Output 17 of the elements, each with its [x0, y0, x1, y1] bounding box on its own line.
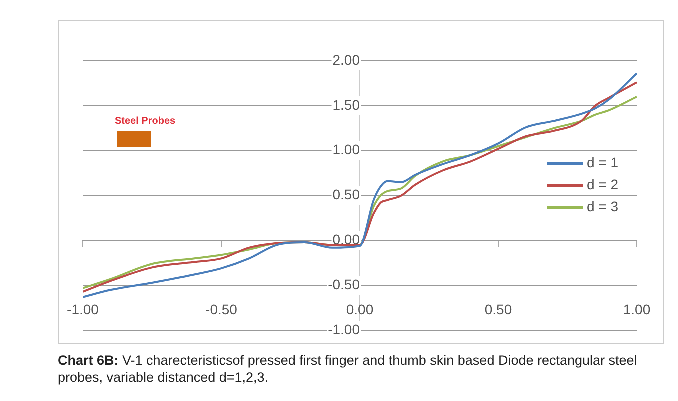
y-tick-label: 1.50	[332, 96, 360, 113]
caption: Chart 6B: V-1 charecteristicsof pressed first finger and thumb skin based Diode rectangular steel probes, variable distanced d=1,2,3.	[58, 352, 638, 386]
y-tick-label: 0.50	[332, 186, 360, 203]
x-tick-label: 1.00	[623, 302, 651, 318]
legend-label: d = 1	[587, 154, 619, 171]
x-tick-label: -1.00	[67, 302, 100, 318]
legend-label: d = 2	[587, 176, 619, 193]
legend-label: d = 3	[587, 198, 619, 215]
y-tick-label: 2.00	[332, 52, 360, 68]
x-tick-label: -0.50	[206, 302, 238, 318]
x-tick-label: 0.00	[346, 302, 374, 318]
y-tick-label: -1.00	[328, 321, 360, 338]
y-tick-label: -0.50	[328, 276, 360, 293]
y-tick-label: 1.00	[332, 142, 360, 158]
x-tick-label: 0.50	[484, 302, 512, 318]
annotation: Steel Probes	[115, 116, 176, 127]
y-tick-label: 0.00	[332, 232, 360, 248]
